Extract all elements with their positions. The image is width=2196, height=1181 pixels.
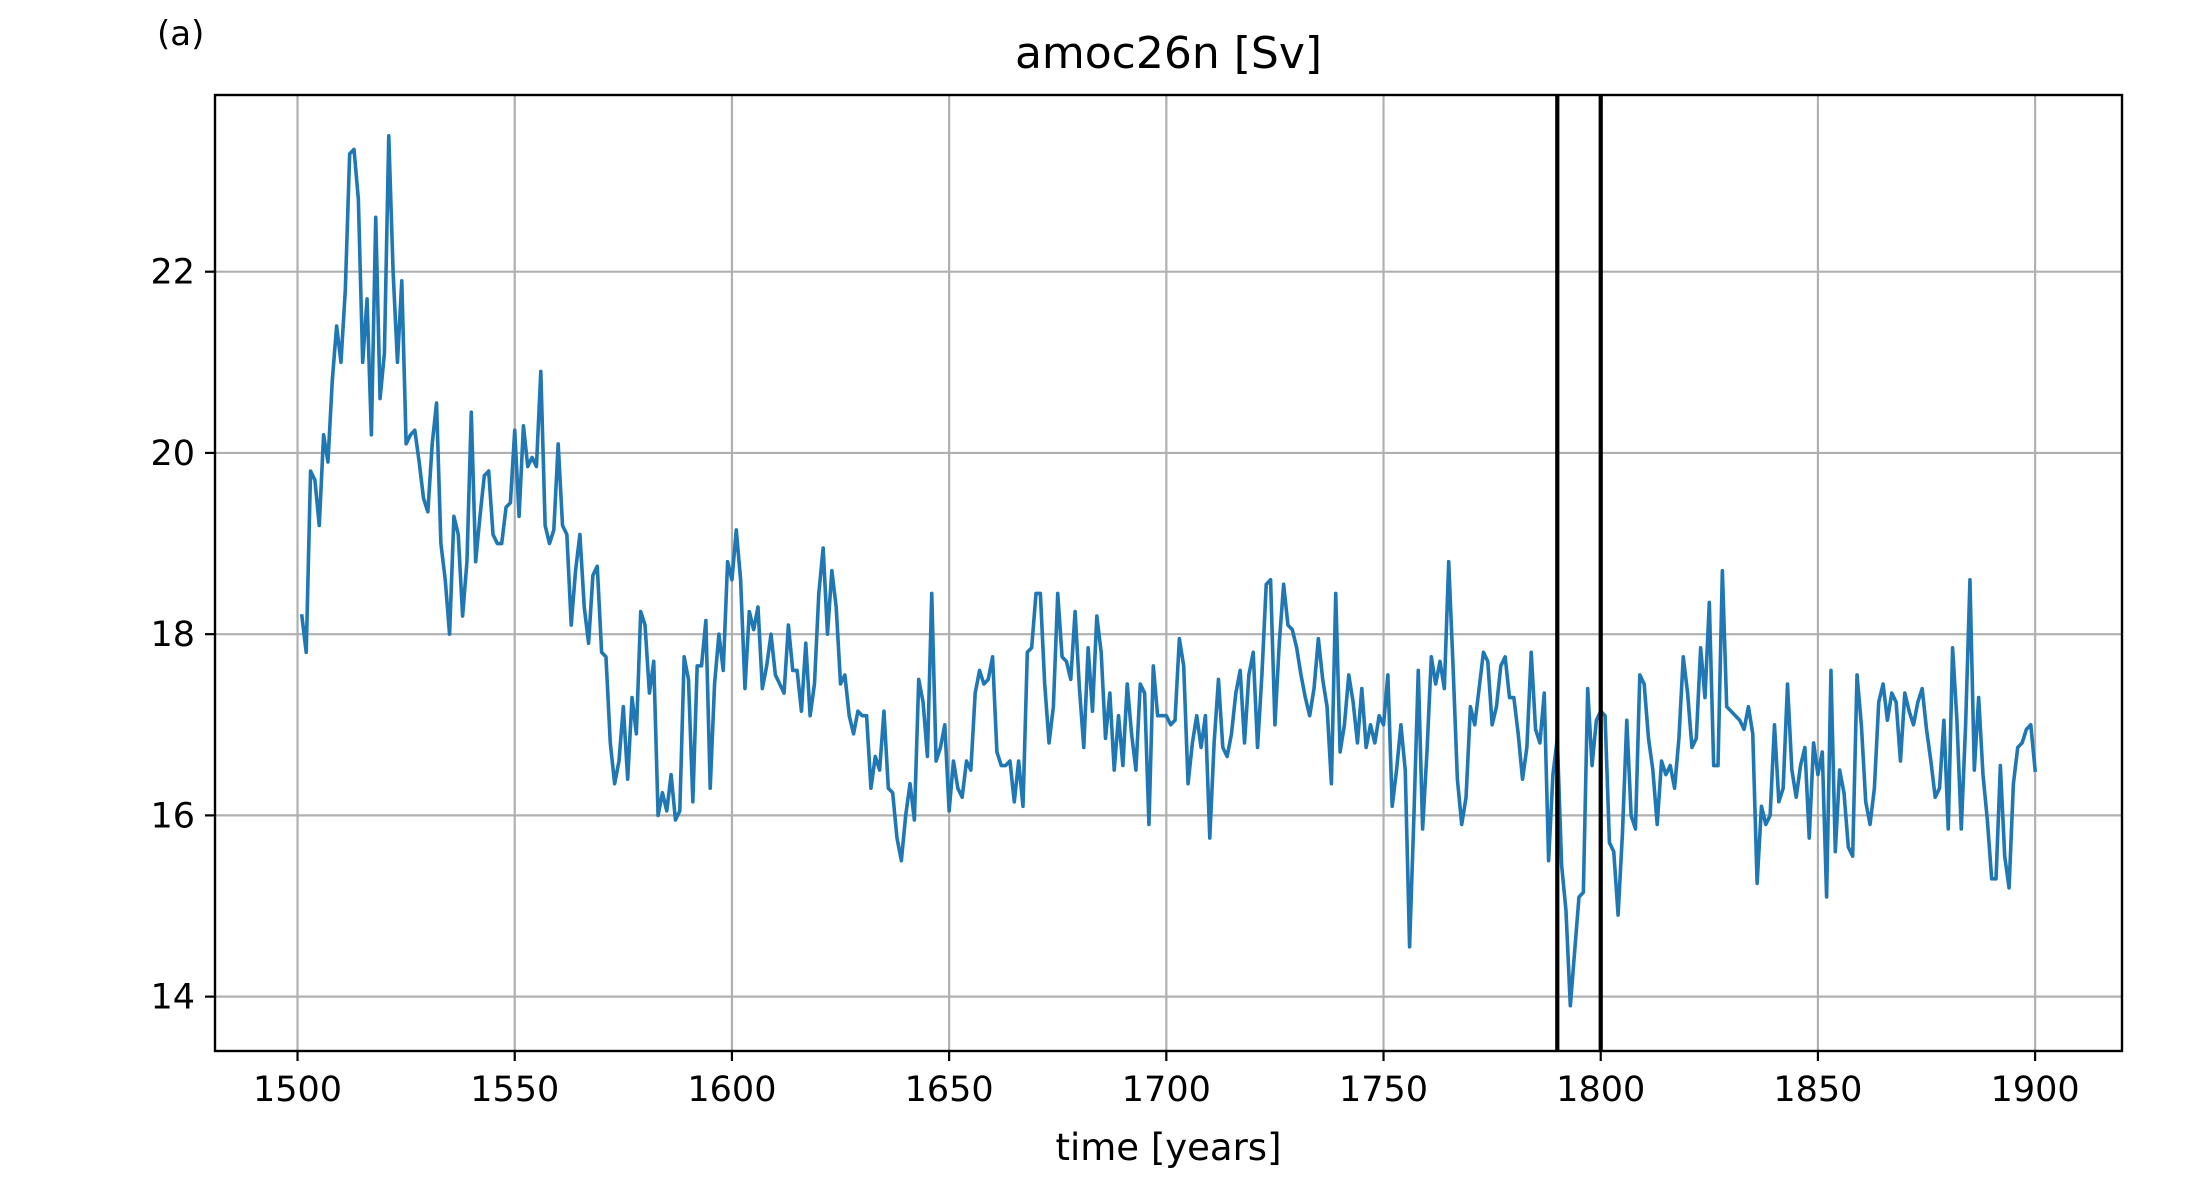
x-tick-label: 1800	[1556, 1070, 1645, 1110]
y-tick-label: 14	[150, 978, 195, 1018]
x-axis-label: time [years]	[1055, 1126, 1281, 1169]
y-tick-label: 22	[150, 253, 195, 293]
x-tick-label: 1650	[905, 1070, 994, 1110]
x-tick-label: 1700	[1122, 1070, 1211, 1110]
x-tick-label: 1500	[253, 1070, 342, 1110]
x-tick-label: 1600	[687, 1070, 776, 1110]
y-tick-label: 16	[150, 796, 195, 836]
y-tick-label: 20	[150, 434, 195, 474]
axes-frame	[213, 93, 2124, 1053]
panel-label: (a)	[157, 14, 205, 54]
series-line	[299, 133, 2038, 1008]
chart-title: amoc26n [Sv]	[1015, 28, 1322, 79]
axis-ticks: 1500 1550 1600 1650 1700 1750 1800 1850 1900 14 16…	[150, 253, 2079, 1110]
grid-lines	[215, 95, 2122, 1051]
x-tick-label: 1850	[1773, 1070, 1862, 1110]
y-tick-label: 18	[150, 615, 195, 655]
x-tick-label: 1900	[1991, 1070, 2080, 1110]
x-tick-label: 1550	[470, 1070, 559, 1110]
x-tick-label: 1750	[1339, 1070, 1428, 1110]
vertical-markers	[1555, 95, 1603, 1051]
series-layer	[299, 133, 2038, 1008]
